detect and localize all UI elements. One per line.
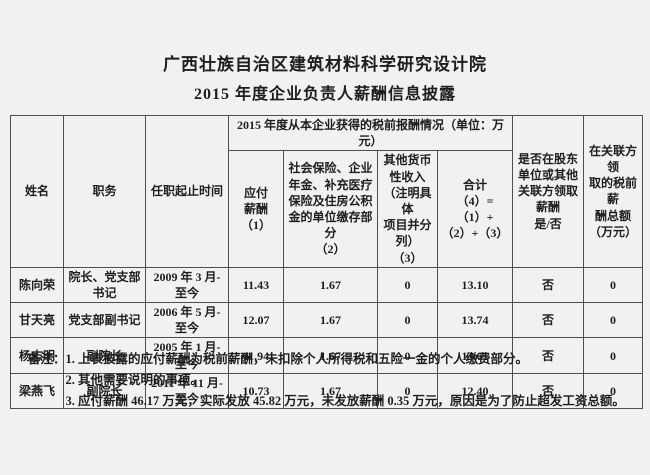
cell-related-total: 0 <box>583 337 644 374</box>
cell-payable: 12.07 <box>228 302 284 339</box>
salary-disclosure-table: 姓名 职务 任职起止时间 2015 年度从本企业获得的税前报酬情况（单位：万元）… <box>10 114 644 410</box>
cell-total: 13.61 <box>436 337 514 374</box>
cell-social: 1.67 <box>283 302 378 339</box>
cell-tenure: 2011 年 11 月- 至今 <box>145 372 229 410</box>
cell-position: 党支部副书记 <box>63 302 146 339</box>
cell-name: 陈向荣 <box>10 266 64 304</box>
cell-related-total: 0 <box>583 372 644 410</box>
col-header-related-total: 在关联方领 取的税前薪 酬总额 （万元） <box>583 115 644 268</box>
col-header-other: 其他货币 性收入 （注明具体 项目并分列） （3） <box>377 150 438 268</box>
col-header-group-pretax: 2015 年度从本企业获得的税前报酬情况（单位：万元） <box>227 114 514 152</box>
cell-position: 院长、党支部书记 <box>63 266 146 304</box>
col-header-payable: 应付 薪酬 （1） <box>228 150 284 268</box>
notes-section: 备注： 1. 上表披露的应付薪酬为税前薪酬，未扣除个人所得税和五险一金的个人缴费… <box>28 349 628 412</box>
col-header-position: 职务 <box>63 115 146 268</box>
cell-other: 0 <box>377 337 438 374</box>
cell-payable: 11.43 <box>228 266 284 304</box>
cell-position: 副院长 <box>63 337 146 374</box>
col-header-social: 社会保险、企业年金、补充医疗保险及住房公积金的单位缴存部分 （2） <box>283 150 378 268</box>
note-item-2: 2. 其他需要说明的事项。 <box>65 373 204 387</box>
table-row: 甘天亮 党支部副书记 2006 年 5 月- 至今 12.07 1.67 0 1… <box>10 302 644 339</box>
table-row: 杨志明 副院长 2005 年 1 月- 至今 11.94 1.67 0 13.6… <box>10 337 644 374</box>
table-row: 陈向荣 院长、党支部书记 2009 年 3 月- 至今 11.43 1.67 0… <box>10 266 644 304</box>
cell-name: 梁燕飞 <box>10 372 64 410</box>
cell-total: 13.10 <box>436 266 514 304</box>
note-item-1: 1. 上表披露的应付薪酬为税前薪酬，未扣除个人所得税和五险一金的个人缴费部分。 <box>65 352 529 366</box>
cell-tenure: 2009 年 3 月- 至今 <box>145 266 229 304</box>
cell-social: 1.67 <box>283 266 378 304</box>
cell-social: 1.67 <box>283 372 378 410</box>
cell-related-yesno: 否 <box>512 266 585 304</box>
cell-position: 副院长 <box>63 372 146 410</box>
cell-tenure: 2006 年 5 月- 至今 <box>145 302 229 339</box>
col-header-related-yesno: 是否在股东 单位或其他 关联方领取 薪酬 是/否 <box>512 115 585 268</box>
cell-total: 13.74 <box>436 302 514 339</box>
cell-other: 0 <box>377 302 438 339</box>
cell-other: 0 <box>377 372 438 410</box>
cell-related-yesno: 否 <box>512 302 585 339</box>
cell-related-total: 0 <box>583 302 644 339</box>
cell-related-yesno: 否 <box>512 337 585 374</box>
document-title-line2: 2015 年度企业负责人薪酬信息披露 <box>193 86 456 103</box>
col-header-tenure: 任职起止时间 <box>145 115 229 268</box>
document-title-line1: 广西壮族自治区建筑材料科学研究设计院 <box>163 55 487 74</box>
cell-other: 0 <box>377 266 438 304</box>
cell-payable: 11.94 <box>228 337 284 374</box>
cell-related-yesno: 否 <box>512 372 585 410</box>
cell-related-total: 0 <box>583 266 644 304</box>
notes-label: 备注： <box>28 352 66 366</box>
note-item-3: 3. 应付薪酬 46.17 万元，实际发放 45.82 万元，未发放薪酬 0.3… <box>65 394 625 408</box>
col-header-name: 姓名 <box>10 115 64 268</box>
cell-total: 12.40 <box>436 372 514 410</box>
cell-payable: 10.73 <box>228 372 284 410</box>
col-header-total: 合计 （4）=（1）+ （2）+（3） <box>436 150 514 268</box>
cell-name: 甘天亮 <box>10 302 64 339</box>
table-row: 梁燕飞 副院长 2011 年 11 月- 至今 10.73 1.67 0 12.… <box>10 372 644 410</box>
cell-social: 1.67 <box>283 337 378 374</box>
